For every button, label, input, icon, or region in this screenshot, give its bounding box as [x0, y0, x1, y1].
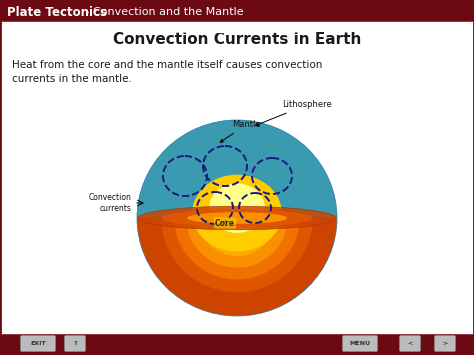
Text: Mantle: Mantle [220, 120, 261, 142]
Ellipse shape [192, 175, 282, 251]
Polygon shape [199, 218, 275, 255]
Text: Plate Tectonics: Plate Tectonics [7, 5, 107, 18]
Ellipse shape [138, 206, 336, 230]
Text: Heat from the core and the mantle itself causes convection: Heat from the core and the mantle itself… [12, 60, 322, 70]
Ellipse shape [209, 184, 265, 233]
Text: Lithosphere: Lithosphere [255, 100, 332, 126]
FancyBboxPatch shape [435, 335, 456, 351]
Bar [0, 0, 474, 22]
FancyBboxPatch shape [20, 335, 55, 351]
Bar [0, 333, 474, 355]
Text: Convection Currents in Earth: Convection Currents in Earth [113, 33, 361, 48]
Polygon shape [138, 218, 336, 315]
Text: Convection
currents: Convection currents [89, 193, 132, 213]
FancyBboxPatch shape [400, 335, 420, 351]
Text: >: > [442, 341, 447, 346]
Text: ?: ? [73, 341, 77, 346]
Text: - Convection and the Mantle: - Convection and the Mantle [82, 7, 244, 17]
Text: MENU: MENU [349, 341, 371, 346]
Ellipse shape [187, 212, 287, 224]
FancyBboxPatch shape [64, 335, 85, 351]
Polygon shape [162, 218, 312, 291]
Text: EXIT: EXIT [30, 341, 46, 346]
Ellipse shape [162, 209, 312, 227]
Ellipse shape [137, 120, 337, 316]
Polygon shape [175, 218, 299, 279]
Text: currents in the mantle.: currents in the mantle. [12, 74, 132, 84]
Text: <: < [407, 341, 413, 346]
Text: Core: Core [215, 218, 235, 228]
Polygon shape [187, 218, 287, 267]
FancyBboxPatch shape [343, 335, 377, 351]
